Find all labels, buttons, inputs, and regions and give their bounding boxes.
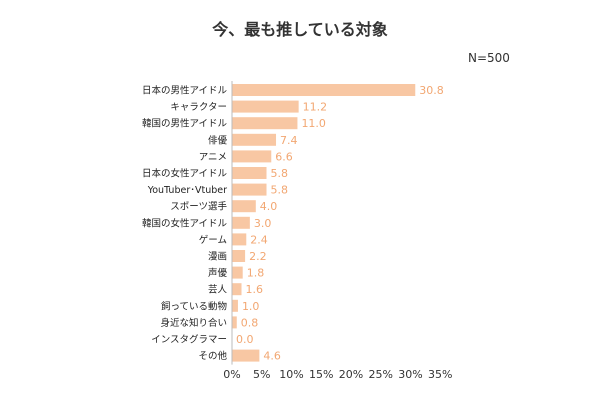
x-tick-label: 5% <box>253 368 270 381</box>
sample-size-note: N=500 <box>468 51 510 65</box>
category-label: 芸人 <box>208 284 228 296</box>
category-label: その他 <box>198 350 227 362</box>
bar <box>232 349 260 362</box>
value-label: 1.8 <box>247 267 265 280</box>
x-tick-label: 30% <box>398 368 422 381</box>
value-label: 30.8 <box>419 84 444 97</box>
category-label: 韓国の男性アイドル <box>142 118 228 130</box>
category-label: ゲーム <box>199 234 227 246</box>
value-label: 2.2 <box>249 250 267 263</box>
value-label: 11.2 <box>303 101 328 114</box>
bar <box>232 183 267 196</box>
chart-title: 今、最も推している対象 <box>211 20 388 39</box>
category-label: 飼っている動物 <box>161 300 228 312</box>
value-label: 2.4 <box>250 233 268 246</box>
category-label: 漫画 <box>208 251 227 263</box>
category-label: 俳優 <box>208 134 228 146</box>
value-label: 6.6 <box>275 150 293 163</box>
x-tick-label: 15% <box>309 368 333 381</box>
category-label: 日本の女性アイドル <box>142 168 228 180</box>
x-tick-label: 0% <box>223 368 240 381</box>
bar <box>232 283 242 296</box>
bar <box>232 167 267 179</box>
category-label: スポーツ選手 <box>170 201 227 213</box>
x-tick-label: 35% <box>428 368 452 381</box>
category-label: 日本の男性アイドル <box>142 85 228 97</box>
category-label: インスタグラマー <box>151 334 227 346</box>
bar <box>232 233 247 246</box>
category-label: アニメ <box>199 152 227 163</box>
value-label: 3.0 <box>254 217 272 230</box>
bar <box>232 133 277 146</box>
category-label: 身近な知り合い <box>160 317 227 329</box>
x-tick-label: 25% <box>369 368 393 381</box>
value-label: 4.6 <box>263 350 281 363</box>
bar <box>232 150 272 163</box>
bar <box>232 266 243 279</box>
bar <box>232 316 237 329</box>
bar <box>232 100 299 113</box>
bar <box>232 216 250 229</box>
value-label: 11.0 <box>301 117 326 130</box>
x-tick-label: 20% <box>339 368 363 381</box>
x-tick-label: 10% <box>279 368 303 381</box>
category-label: キャラクター <box>170 102 227 113</box>
bar <box>232 299 238 312</box>
value-label: 7.4 <box>280 134 298 147</box>
value-label: 4.0 <box>260 200 278 213</box>
category-label: YouTuber･Vtuber <box>147 185 227 196</box>
value-label: 0.8 <box>241 316 259 329</box>
value-label: 1.6 <box>246 283 264 296</box>
value-label: 5.8 <box>271 167 289 180</box>
bar <box>232 84 416 96</box>
value-label: 0.0 <box>236 333 254 346</box>
value-label: 5.8 <box>271 184 289 197</box>
category-label: 韓国の女性アイドル <box>142 217 228 229</box>
bar <box>232 117 298 130</box>
category-label: 声優 <box>208 267 228 279</box>
bar <box>232 250 246 262</box>
value-label: 1.0 <box>242 300 260 313</box>
bar <box>232 200 256 213</box>
